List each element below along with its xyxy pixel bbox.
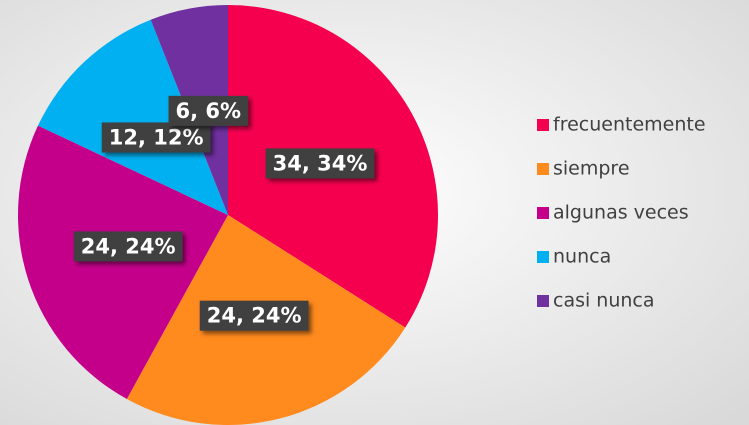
legend-label: nunca [553, 246, 611, 268]
legend-swatch [537, 251, 549, 263]
data-label-box [101, 122, 211, 153]
legend-swatch [537, 119, 549, 131]
legend-label: frecuentemente [553, 114, 706, 136]
data-label: 24, 24% [207, 304, 302, 328]
data-label: 34, 34% [273, 151, 368, 175]
legend-label: siempre [553, 158, 630, 180]
legend: frecuentemente siempre algunas veces nunca c… [537, 114, 706, 312]
data-label-box [73, 231, 183, 262]
data-label-box [265, 148, 375, 179]
data-label: 12, 12% [109, 125, 204, 149]
legend-swatch [537, 207, 549, 219]
data-label: 6, 6% [176, 99, 242, 123]
pie-slice [37, 19, 228, 216]
pie-slice [17, 125, 229, 400]
data-label-box [199, 300, 309, 331]
pie [17, 5, 438, 425]
data-label: 24, 24% [81, 234, 176, 258]
legend-swatch [537, 163, 549, 175]
legend-swatch [537, 295, 549, 307]
legend-label: casi nunca [553, 290, 655, 312]
data-label-box [168, 95, 249, 126]
data-labels: 34, 34% 24, 24% 24, 24% 12, 12%6, 6% [73, 95, 375, 331]
legend-label: algunas veces [553, 202, 689, 224]
